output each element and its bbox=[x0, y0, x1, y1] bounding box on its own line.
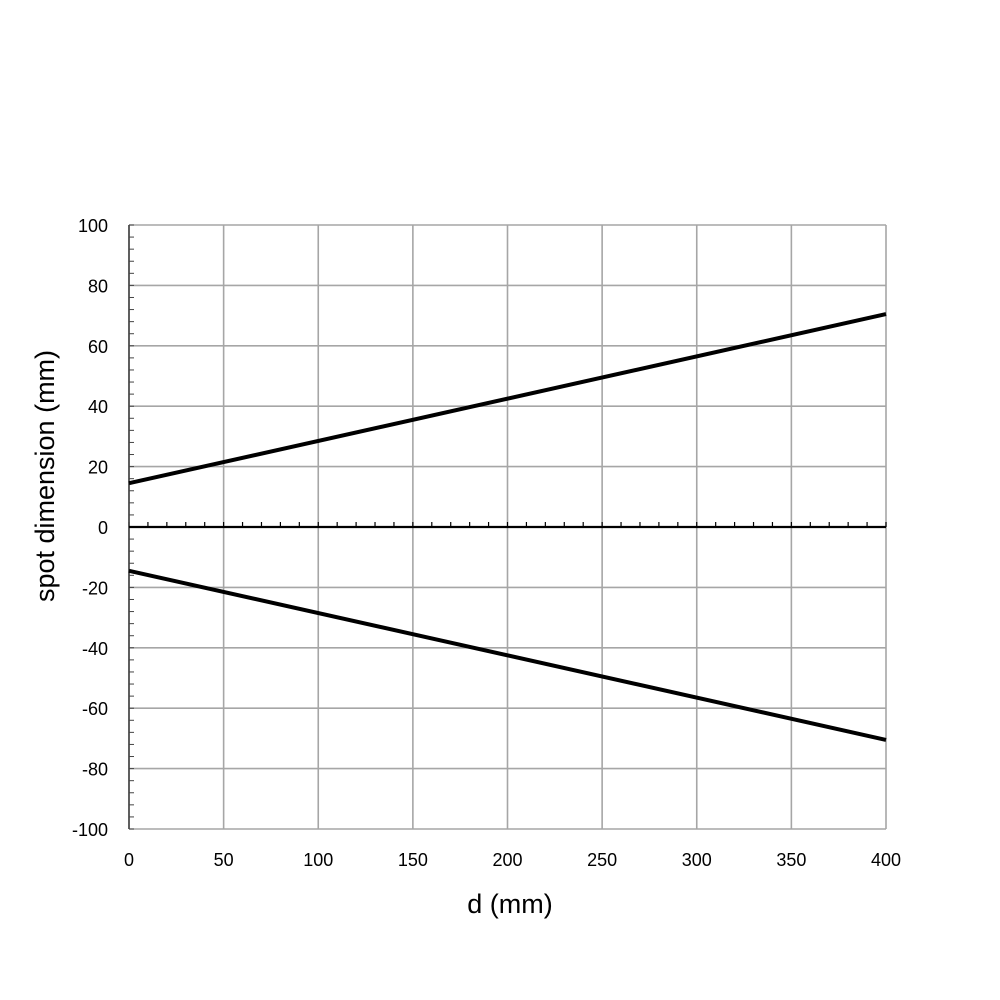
x-tick-label: 400 bbox=[871, 850, 901, 870]
x-tick-label: 250 bbox=[587, 850, 617, 870]
x-tick-label: 0 bbox=[124, 850, 134, 870]
y-tick-label: -20 bbox=[82, 578, 108, 598]
axes bbox=[128, 225, 886, 829]
y-tick-label: -40 bbox=[82, 639, 108, 659]
series bbox=[128, 312, 887, 742]
x-tick-label: 300 bbox=[682, 850, 712, 870]
x-tick-label: 350 bbox=[776, 850, 806, 870]
x-axis-title: d (mm) bbox=[467, 889, 552, 919]
y-tick-label: 80 bbox=[88, 276, 108, 296]
y-tick-label: 40 bbox=[88, 397, 108, 417]
y-tick-label: 60 bbox=[88, 337, 108, 357]
series-line-1 bbox=[128, 312, 887, 486]
y-tick-label: -80 bbox=[82, 760, 108, 780]
y-tick-label: 0 bbox=[98, 518, 108, 538]
tick-labels: 0 50 100 150 200 250 300 350 400-100-80-60-40-20… bbox=[72, 216, 901, 870]
y-tick-label: 20 bbox=[88, 458, 108, 478]
x-tick-label: 100 bbox=[303, 850, 333, 870]
x-tick-label: 200 bbox=[492, 850, 522, 870]
grid bbox=[128, 224, 887, 830]
y-tick-label: -100 bbox=[72, 820, 108, 840]
y-axis-title: spot dimension (mm) bbox=[30, 350, 60, 602]
x-tick-label: 50 bbox=[214, 850, 234, 870]
series-line-2 bbox=[128, 568, 887, 742]
y-tick-label: -60 bbox=[82, 699, 108, 719]
x-tick-label: 150 bbox=[398, 850, 428, 870]
y-tick-label: 100 bbox=[78, 216, 108, 236]
